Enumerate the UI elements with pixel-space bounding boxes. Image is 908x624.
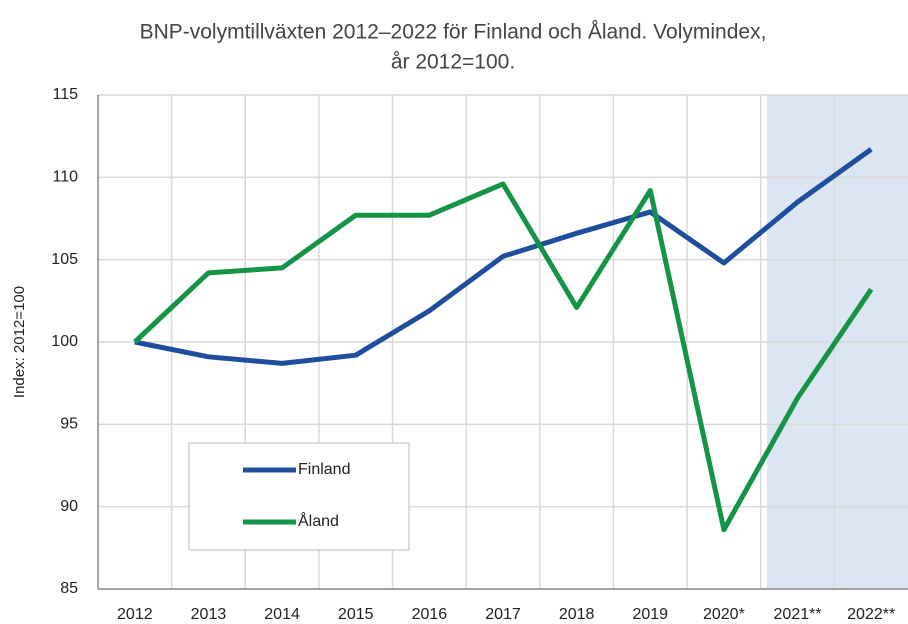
x-tick-label: 2014	[264, 606, 300, 623]
x-tick-label: 2015	[338, 606, 374, 623]
x-tick-label: 2022**	[847, 606, 895, 623]
y-tick-label: 115	[52, 86, 78, 103]
plot-area	[97, 94, 908, 590]
x-tick-label: 2012	[117, 606, 153, 623]
y-tick-label: 95	[60, 416, 78, 433]
legend-entries: Finland Åland	[243, 461, 350, 530]
y-tick-label: 90	[60, 498, 78, 515]
chart-title: BNP-volymtillväxten 2012–2022 för Finlan…	[140, 21, 767, 44]
legend-label: Finland	[298, 461, 350, 478]
line-series	[133, 181, 874, 533]
x-tick-label: 2021**	[774, 606, 822, 623]
x-tick-label: 2016	[412, 606, 448, 623]
y-axis-label: Index: 2012=100	[11, 286, 28, 398]
y-tick-label: 105	[51, 251, 78, 268]
x-tick-label: 2018	[559, 606, 595, 623]
x-tick-label: 2013	[191, 606, 227, 623]
x-tick-label: 2020*	[703, 606, 745, 623]
chart-title: år 2012=100.	[391, 51, 515, 74]
y-tick-label: 85	[60, 580, 78, 597]
legend-label: Åland	[298, 511, 339, 530]
y-tick-label: 110	[52, 169, 78, 186]
line-series	[134, 147, 873, 366]
x-tick-label: 2017	[485, 606, 521, 623]
x-tick-label: 2019	[632, 606, 668, 623]
legend	[188, 442, 410, 551]
y-tick-label: 100	[51, 333, 78, 350]
